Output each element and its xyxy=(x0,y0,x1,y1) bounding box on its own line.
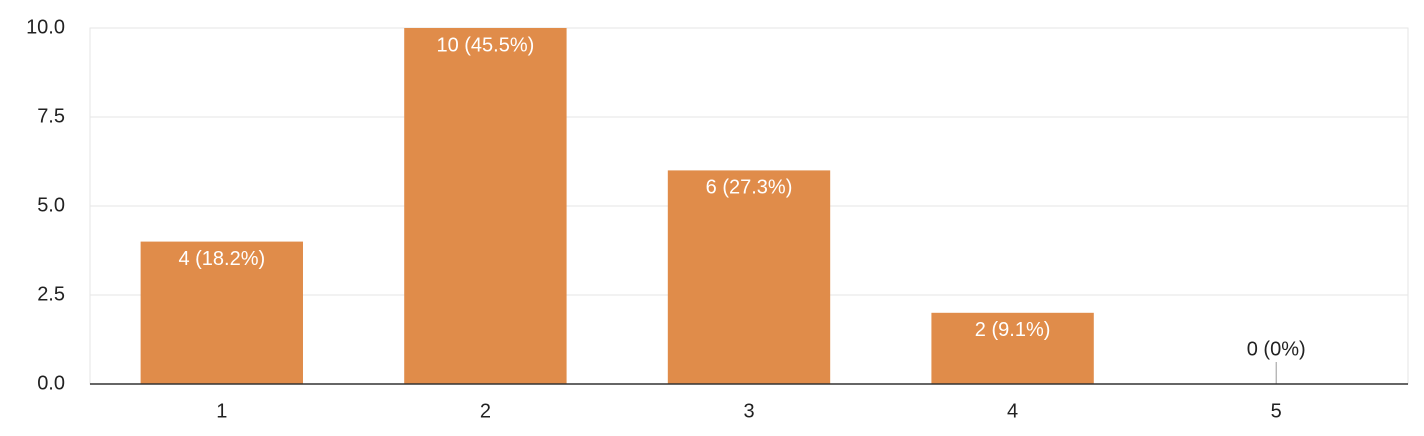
bar xyxy=(404,28,567,384)
value-label: 6 (27.3%) xyxy=(706,177,793,199)
y-tick-label: 2.5 xyxy=(37,283,65,305)
y-tick-label: 10.0 xyxy=(26,16,65,38)
value-label: 0 (0%) xyxy=(1247,338,1306,360)
bar xyxy=(667,170,831,384)
x-tick-label: 3 xyxy=(743,400,754,422)
bar xyxy=(931,312,1094,384)
bar xyxy=(140,241,303,384)
x-tick-label: 1 xyxy=(216,400,227,422)
value-label: 10 (45.5%) xyxy=(436,34,534,56)
value-label: 2 (9.1%) xyxy=(975,319,1051,341)
y-tick-label: 7.5 xyxy=(37,105,65,127)
y-tick-label: 5.0 xyxy=(37,194,65,216)
value-label: 4 (18.2%) xyxy=(178,248,265,270)
x-tick-label: 5 xyxy=(1271,400,1282,422)
x-tick-label: 4 xyxy=(1007,400,1018,422)
y-tick-label: 0.0 xyxy=(37,372,65,394)
x-tick-label: 2 xyxy=(480,400,491,422)
